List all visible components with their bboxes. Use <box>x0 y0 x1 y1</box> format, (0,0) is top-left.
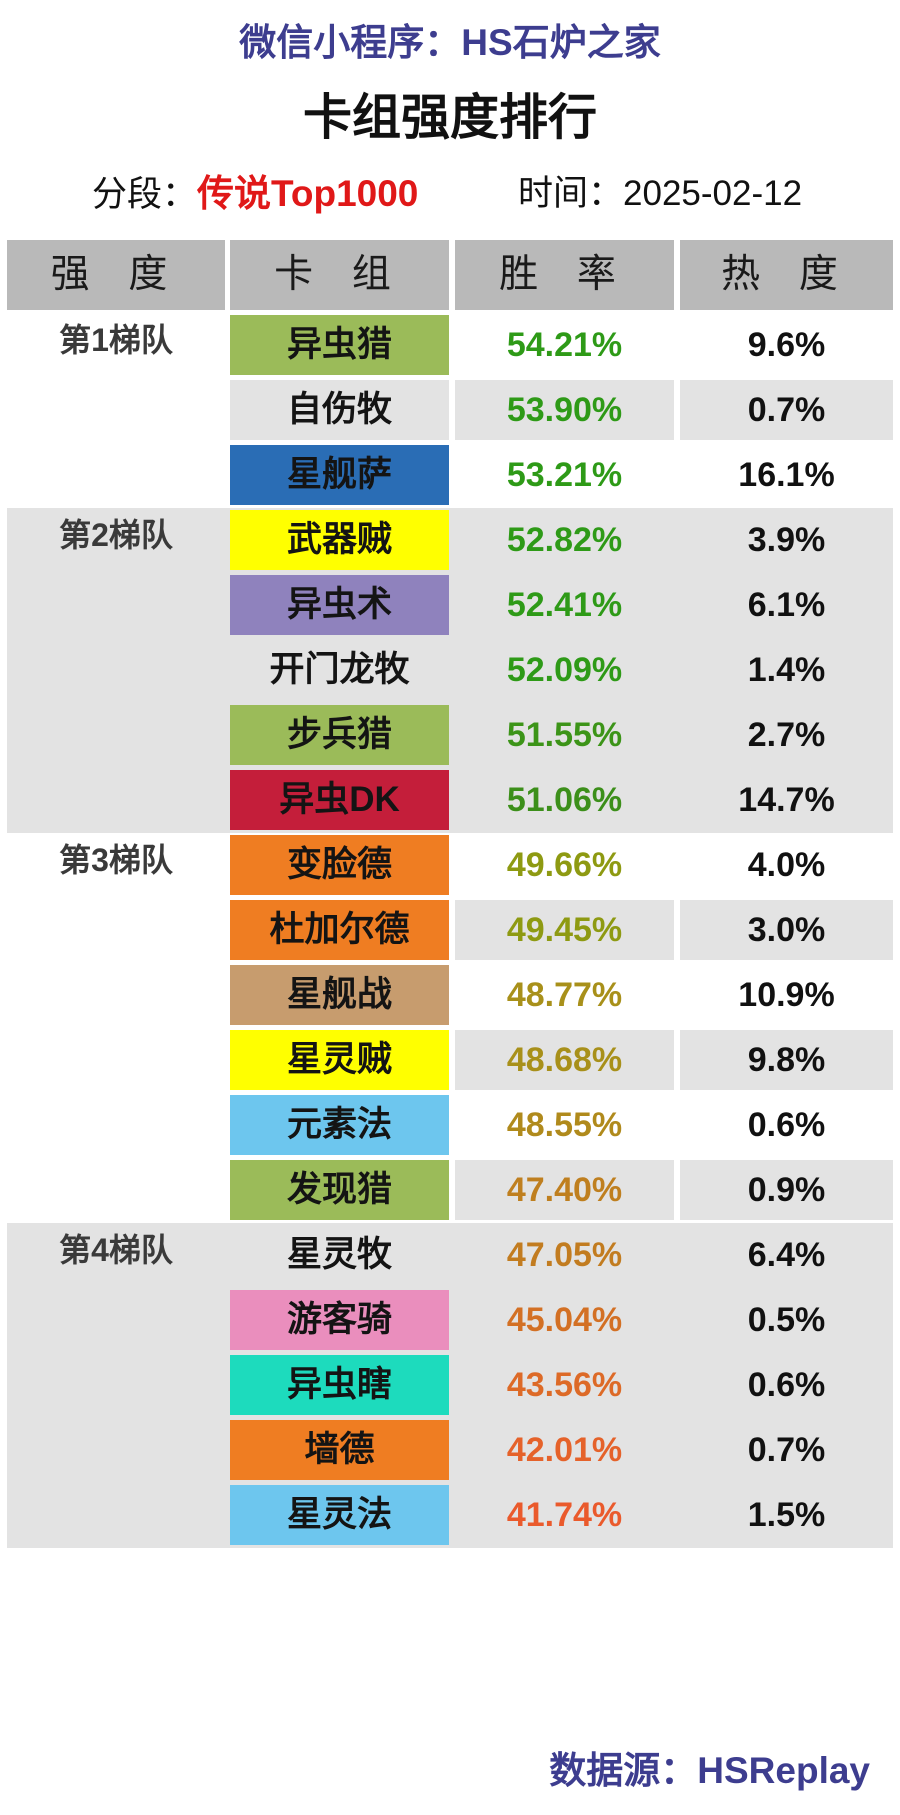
popularity: 4.0% <box>747 846 826 884</box>
table-row: 异虫猎 54.21% 9.6% <box>7 315 893 375</box>
tier-label: 第3梯队 <box>59 842 173 878</box>
column-header-tier: 强 度 <box>7 240 225 310</box>
column-header-winrate: 胜 率 <box>455 240 674 310</box>
rank-segment: 分段：传说Top1000 <box>92 168 418 220</box>
table-row: 异虫DK 51.06% 14.7% <box>7 770 893 830</box>
popularity: 6.1% <box>747 586 826 624</box>
win-rate: 54.21% <box>506 326 623 364</box>
popularity: 0.7% <box>680 380 893 440</box>
deck-name: 发现猎 <box>230 1160 449 1220</box>
win-rate: 45.04% <box>455 1290 674 1350</box>
win-rate: 43.56% <box>506 1366 623 1404</box>
win-rate: 51.06% <box>455 770 674 830</box>
table-row: 开门龙牧 52.09% 1.4% <box>7 640 893 700</box>
deck-name: 步兵猎 <box>230 705 449 765</box>
deck-name: 自伤牧 <box>230 380 449 440</box>
deck-name: 异虫术 <box>230 575 449 635</box>
deck-name: 异虫猎 <box>230 315 449 375</box>
popularity: 9.6% <box>747 326 826 364</box>
table-row: 元素法 48.55% 0.6% <box>7 1095 893 1155</box>
mini-program-source: 微信小程序：HS石炉之家 <box>239 22 661 63</box>
deck-name: 变脸德 <box>230 835 449 895</box>
popularity: 2.7% <box>747 716 826 754</box>
popularity: 0.7% <box>680 1420 893 1480</box>
win-rate: 51.55% <box>506 716 623 754</box>
win-rate: 53.21% <box>506 456 623 494</box>
deck-name: 墙德 <box>230 1420 449 1480</box>
win-rate: 52.09% <box>455 640 674 700</box>
deck-name: 星灵牧 <box>230 1225 449 1285</box>
popularity: 1.4% <box>680 640 893 700</box>
date-value: 2025-02-12 <box>623 174 803 213</box>
popularity: 0.5% <box>680 1290 893 1350</box>
popularity: 0.9% <box>680 1160 893 1220</box>
deck-name: 武器贼 <box>230 510 449 570</box>
deck-name: 游客骑 <box>230 1290 449 1350</box>
popularity: 9.8% <box>680 1030 893 1090</box>
deck-name: 异虫DK <box>230 770 449 830</box>
table-row: 杜加尔德 49.45% 3.0% <box>7 900 893 960</box>
rank-value: 传说Top1000 <box>197 173 419 214</box>
table-row: 星舰萨 53.21% 16.1% <box>7 445 893 505</box>
popularity: 3.0% <box>680 900 893 960</box>
popularity: 16.1% <box>738 456 835 494</box>
popularity: 0.6% <box>747 1366 826 1404</box>
table-row: 变脸德 49.66% 4.0% <box>7 835 893 895</box>
deck-name: 异虫瞎 <box>230 1355 449 1415</box>
table-row: 星灵牧 47.05% 6.4% <box>7 1225 893 1285</box>
table-row: 星灵法 41.74% 1.5% <box>7 1485 893 1545</box>
tier-label: 第4梯队 <box>59 1232 173 1268</box>
win-rate: 48.55% <box>506 1106 623 1144</box>
popularity: 3.9% <box>680 510 893 570</box>
table-row: 游客骑 45.04% 0.5% <box>7 1290 893 1350</box>
popularity: 14.7% <box>680 770 893 830</box>
table-row: 星舰战 48.77% 10.9% <box>7 965 893 1025</box>
rank-label: 分段： <box>92 175 198 214</box>
table-row: 自伤牧 53.90% 0.7% <box>7 380 893 440</box>
win-rate: 42.01% <box>455 1420 674 1480</box>
table-row: 异虫术 52.41% 6.1% <box>7 575 893 635</box>
popularity: 0.6% <box>747 1106 826 1144</box>
tier-label: 第2梯队 <box>59 517 173 553</box>
win-rate: 53.90% <box>455 380 674 440</box>
deck-name: 开门龙牧 <box>230 640 449 700</box>
table-row: 墙德 42.01% 0.7% <box>7 1420 893 1480</box>
column-header-deck: 卡 组 <box>230 240 449 310</box>
table-row: 异虫瞎 43.56% 0.6% <box>7 1355 893 1415</box>
win-rate: 52.82% <box>455 510 674 570</box>
date-info: 时间：2025-02-12 <box>518 168 802 220</box>
popularity: 1.5% <box>747 1496 826 1534</box>
win-rate: 48.77% <box>506 976 623 1014</box>
tier-block <box>7 1223 893 1548</box>
data-source: 数据源：HSReplay <box>549 1750 870 1791</box>
win-rate: 47.05% <box>506 1236 623 1274</box>
deck-name: 星灵贼 <box>230 1030 449 1090</box>
win-rate: 47.40% <box>455 1160 674 1220</box>
deck-name: 星舰萨 <box>230 445 449 505</box>
win-rate: 41.74% <box>506 1496 623 1534</box>
date-label: 时间： <box>518 174 624 213</box>
popularity: 6.4% <box>747 1236 826 1274</box>
win-rate: 52.41% <box>506 586 623 624</box>
page-title: 卡组强度排行 <box>302 91 597 145</box>
win-rate: 48.68% <box>455 1030 674 1090</box>
table-header: 强 度 卡 组 胜 率 热 度 <box>7 240 893 310</box>
table-row: 步兵猎 51.55% 2.7% <box>7 705 893 765</box>
deck-name: 杜加尔德 <box>230 900 449 960</box>
table-row: 武器贼 52.82% 3.9% <box>7 510 893 570</box>
table-row: 星灵贼 48.68% 9.8% <box>7 1030 893 1090</box>
deck-name: 星舰战 <box>230 965 449 1025</box>
table-row: 发现猎 47.40% 0.9% <box>7 1160 893 1220</box>
win-rate: 49.45% <box>455 900 674 960</box>
win-rate: 49.66% <box>506 846 623 884</box>
popularity: 10.9% <box>738 976 835 1014</box>
deck-name: 元素法 <box>230 1095 449 1155</box>
column-header-popularity: 热 度 <box>680 240 893 310</box>
tier-label: 第1梯队 <box>59 322 173 358</box>
deck-name: 星灵法 <box>230 1485 449 1545</box>
